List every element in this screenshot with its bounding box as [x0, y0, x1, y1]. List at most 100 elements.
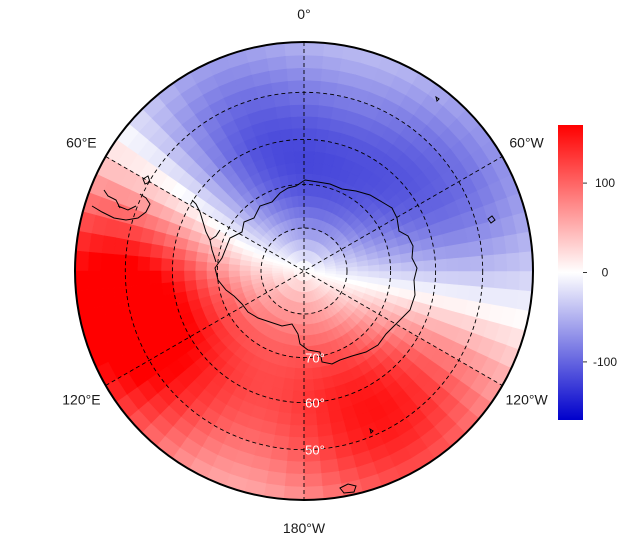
colorbar-gradient [558, 125, 583, 420]
field-cell [469, 255, 484, 272]
field-cell [446, 270, 460, 285]
field-cell [311, 173, 322, 187]
anomaly-field [75, 42, 533, 500]
longitude-label: 120°E [62, 392, 100, 408]
field-cell [314, 139, 328, 154]
field-cell [270, 446, 289, 462]
field-cell [423, 259, 436, 272]
field-cell [195, 251, 209, 263]
field-cell [270, 80, 289, 96]
field-cell [469, 270, 484, 287]
field-cell [286, 355, 297, 369]
field-cell [124, 270, 139, 287]
field-cell [282, 377, 295, 392]
field-cell [317, 423, 334, 438]
field-cell [136, 270, 151, 286]
field-cell [288, 91, 305, 106]
field-cell [172, 259, 185, 272]
field-cell [303, 460, 323, 475]
field-cell [294, 367, 305, 381]
small-island-a [435, 95, 440, 102]
field-cell [316, 116, 332, 131]
field-cell [457, 270, 472, 286]
field-cell [303, 216, 310, 229]
field-cell [303, 54, 324, 69]
field-cell [291, 127, 305, 141]
colorbar-ticks: 100 0 -100 [583, 176, 617, 369]
field-cell [303, 195, 311, 207]
field-cell [313, 150, 326, 165]
field-cell [292, 139, 305, 152]
longitude-label: 120°W [506, 392, 549, 408]
field-cell [149, 283, 164, 299]
field-cell [481, 254, 496, 272]
field-cell [274, 104, 291, 119]
field-cell [457, 256, 472, 272]
field-cell [137, 241, 152, 258]
field-cell [194, 270, 208, 281]
field-cell [285, 460, 305, 475]
field-cell [493, 252, 508, 272]
field-cell [389, 270, 403, 280]
meridian-line [105, 156, 503, 386]
field-cell [283, 485, 305, 500]
field-cell [100, 270, 115, 290]
graticule [105, 42, 503, 500]
field-cell [294, 161, 305, 175]
field-cell [238, 265, 251, 272]
field-cell [183, 270, 196, 282]
field-cell [303, 424, 319, 439]
field-cell [518, 250, 533, 272]
field-cell [389, 262, 403, 272]
latitude-labels: 70° 60° 50° [305, 351, 325, 458]
field-cell [303, 485, 325, 500]
field-cell [368, 270, 380, 278]
field-cell [303, 161, 314, 175]
colorbar-tick-label: 0 [602, 266, 609, 280]
field-cell [303, 367, 314, 381]
field-cell [183, 249, 198, 262]
field-cell [444, 283, 459, 299]
field-cell [303, 184, 312, 197]
field-cell [303, 67, 323, 82]
field-cell [172, 270, 185, 283]
field-cell [446, 257, 460, 272]
longitude-label: 60°E [66, 135, 97, 151]
field-cell [87, 251, 102, 272]
field-cell [303, 103, 319, 118]
field-cell [75, 270, 90, 292]
field-cell [481, 270, 496, 288]
field-cell [317, 104, 334, 119]
field-cell [303, 413, 318, 427]
field-cell [194, 261, 208, 272]
field-cell [456, 241, 471, 258]
field-cell [289, 103, 305, 118]
longitude-label: 60°W [509, 135, 544, 151]
field-cell [161, 245, 175, 260]
longitude-labels: 0° 60°E 120°E 180°W 120°W 60°W [62, 6, 548, 536]
field-cell [299, 302, 305, 315]
field-cell [160, 270, 174, 284]
field-cell [217, 270, 230, 279]
field-cell [296, 345, 305, 358]
field-cell [284, 54, 305, 69]
field-cell [100, 252, 115, 272]
field-cell [479, 286, 495, 305]
field-cell [136, 256, 151, 272]
field-cell [276, 116, 292, 131]
field-cell [388, 278, 402, 289]
field-cell [303, 127, 317, 141]
field-cell [124, 255, 139, 272]
colorbar-tick-label: -100 [593, 355, 617, 369]
field-cell [295, 356, 305, 370]
field-cell [288, 436, 305, 451]
field-cell [172, 247, 187, 261]
field-cell [290, 413, 305, 427]
field-cell [280, 388, 294, 403]
field-cell [400, 261, 414, 272]
antarctic-peninsula [191, 199, 221, 263]
field-cell [293, 150, 305, 163]
field-cell [399, 279, 413, 291]
field-cell [346, 270, 359, 277]
